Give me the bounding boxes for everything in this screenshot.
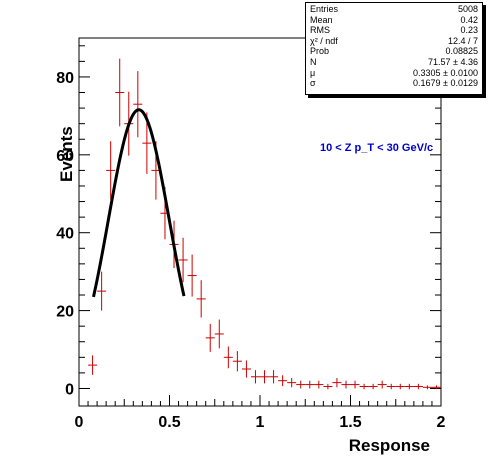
stats-label: Prob bbox=[310, 46, 330, 57]
data-point bbox=[368, 383, 378, 390]
data-point bbox=[106, 141, 116, 200]
stats-row: RMS 0.23 bbox=[310, 25, 478, 36]
stats-label: σ bbox=[310, 78, 316, 89]
histogram-points bbox=[88, 58, 441, 390]
data-point bbox=[395, 383, 405, 390]
data-point bbox=[350, 380, 360, 389]
stats-row: σ 0.1679 ± 0.0129 bbox=[310, 78, 478, 89]
data-point bbox=[205, 323, 215, 352]
stats-value: 12.4 / 7 bbox=[447, 35, 478, 46]
data-point bbox=[88, 355, 98, 375]
data-point bbox=[296, 380, 306, 389]
gaussian-fit bbox=[92, 108, 186, 298]
x-tick-label: 1.5 bbox=[339, 414, 361, 431]
stats-row: Prob 0.08825 bbox=[310, 46, 478, 57]
data-point bbox=[269, 370, 279, 384]
data-point bbox=[314, 380, 324, 389]
fit-curve bbox=[92, 108, 186, 298]
data-point bbox=[97, 271, 107, 311]
stats-label: Mean bbox=[310, 14, 333, 25]
x-tick-label: 0.5 bbox=[158, 414, 180, 431]
y-axis-label: Events bbox=[57, 126, 76, 182]
data-point bbox=[305, 380, 315, 389]
data-point bbox=[115, 58, 125, 127]
stats-value: 0.42 bbox=[460, 14, 478, 25]
stats-box: Entries 5008 Mean 0.42 RMS 0.23 χ² / ndf 12.4 /… bbox=[305, 2, 483, 95]
data-point bbox=[178, 237, 188, 283]
stats-value: 5008 bbox=[457, 4, 478, 14]
y-axis-label-wrap: Events bbox=[27, 107, 76, 182]
data-point bbox=[377, 380, 387, 389]
data-point bbox=[332, 377, 342, 388]
stats-value: 71.57 ± 4.36 bbox=[428, 56, 478, 67]
data-point bbox=[232, 351, 242, 372]
data-point bbox=[413, 383, 423, 390]
data-point bbox=[422, 385, 432, 390]
stats-label: N bbox=[310, 56, 317, 67]
axis-ticks bbox=[78, 45, 442, 406]
stats-value: 0.1679 ± 0.0129 bbox=[413, 78, 478, 89]
data-point bbox=[359, 383, 369, 390]
data-point bbox=[196, 280, 206, 318]
stats-row: μ 0.3305 ± 0.0100 bbox=[310, 68, 478, 79]
stats-label: χ² / ndf bbox=[310, 35, 338, 46]
data-point bbox=[133, 71, 143, 138]
data-point bbox=[386, 383, 396, 390]
x-tick-label: 0 bbox=[75, 414, 84, 431]
stats-label: RMS bbox=[310, 25, 330, 36]
stats-value: 0.3305 ± 0.0100 bbox=[413, 67, 478, 78]
x-axis-label: Response bbox=[348, 436, 430, 455]
data-point bbox=[250, 370, 260, 384]
y-tick-label: 80 bbox=[56, 70, 74, 87]
y-tick-label: 60 bbox=[56, 148, 74, 165]
data-point bbox=[214, 319, 224, 349]
stats-row: χ² / ndf 12.4 / 7 bbox=[310, 36, 478, 47]
data-point bbox=[241, 360, 251, 378]
stats-row: Mean 0.42 bbox=[310, 15, 478, 26]
data-point bbox=[404, 383, 414, 390]
data-point bbox=[187, 254, 197, 297]
data-point bbox=[323, 383, 333, 390]
data-point bbox=[287, 377, 297, 388]
y-tick-label: 0 bbox=[65, 381, 74, 398]
stats-row: Entries 5008 bbox=[310, 4, 478, 15]
stats-value: 0.23 bbox=[460, 25, 478, 36]
y-tick-label: 20 bbox=[56, 304, 74, 321]
pt-range-annotation: 10 < Z p_T < 30 GeV/c bbox=[320, 142, 433, 154]
data-point bbox=[431, 385, 441, 390]
data-point bbox=[341, 380, 351, 389]
data-point bbox=[278, 375, 288, 387]
pt-range-annotation-text: 10 < Z p_T < 30 GeV/c bbox=[320, 142, 434, 154]
x-tick-label: 2 bbox=[437, 414, 446, 431]
stats-label: μ bbox=[310, 67, 316, 78]
stats-label: Entries bbox=[310, 4, 339, 14]
stats-row: N 71.57 ± 4.36 bbox=[310, 57, 478, 68]
x-tick-label: 1 bbox=[256, 414, 265, 431]
y-tick-label: 40 bbox=[56, 226, 74, 243]
data-point bbox=[223, 346, 233, 369]
stats-value: 0.08825 bbox=[445, 46, 478, 57]
data-point bbox=[260, 370, 270, 384]
